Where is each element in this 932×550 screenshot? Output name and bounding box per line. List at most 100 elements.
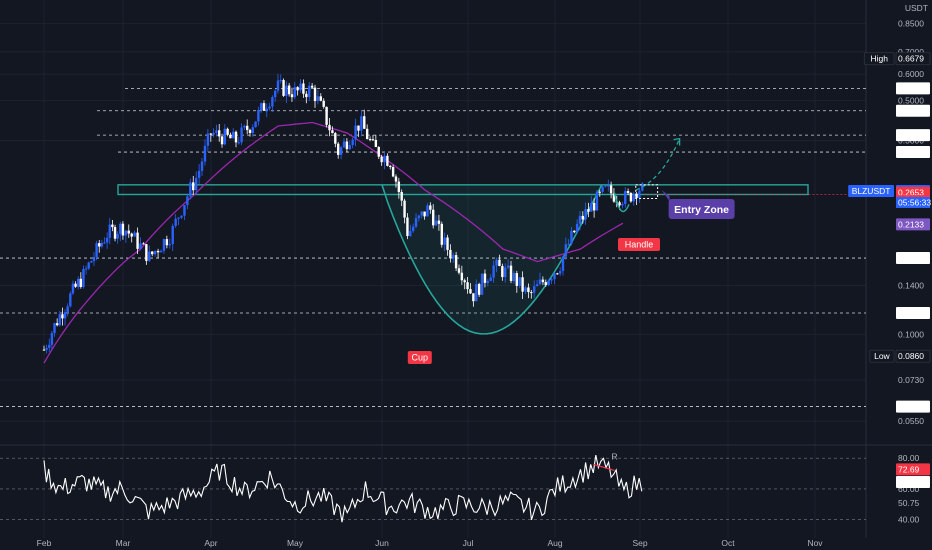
candle-up <box>383 155 386 163</box>
price-tag-2: 0.4664 <box>896 104 930 117</box>
candle-up <box>506 265 510 268</box>
candle-down <box>302 83 305 94</box>
candle-up <box>578 215 582 224</box>
candle-down <box>429 205 432 210</box>
candle-up <box>584 209 587 220</box>
candle-up <box>601 186 604 192</box>
candle-down <box>136 232 139 249</box>
candle-down <box>156 250 160 253</box>
candle-down <box>296 87 299 91</box>
candle-up <box>308 85 311 98</box>
cup-fill <box>382 184 602 334</box>
candle-up <box>251 127 254 134</box>
candle-up <box>95 243 98 258</box>
candle-up <box>124 230 128 236</box>
price-tag-bg <box>895 52 931 66</box>
rsi-tick-0: 80.00 <box>898 453 920 463</box>
candle-down <box>305 93 308 98</box>
price-tag-bg <box>896 129 930 142</box>
candle-down <box>449 249 452 259</box>
projection-arrowhead <box>673 137 681 146</box>
handle-label-bg <box>618 238 660 251</box>
candle-down <box>328 124 331 131</box>
candle-down <box>515 273 519 286</box>
price-tag-0: 0.6679 High <box>863 52 931 66</box>
candle-up <box>58 314 61 326</box>
candle-down <box>113 227 117 239</box>
candle-up <box>159 250 163 253</box>
candle-up <box>351 139 354 146</box>
price-tag-label: BLZUSDT <box>852 186 891 196</box>
candle-down <box>432 209 435 226</box>
candle-up <box>105 237 109 243</box>
candle-up <box>133 232 136 237</box>
candle-up <box>342 141 346 148</box>
candle-up <box>50 333 54 345</box>
price-tick-8: 0.0550 <box>898 416 924 426</box>
candle-up <box>538 279 542 285</box>
price-tag-11: 0.0860 Low <box>869 349 931 363</box>
candle-up <box>223 128 227 145</box>
price-tag-value: 0.4664 <box>898 106 924 116</box>
rsi-divergence-line <box>593 463 615 472</box>
price-tag-label: Low <box>874 351 890 361</box>
candle-down <box>319 96 323 101</box>
candle-up <box>180 215 183 218</box>
candle-up <box>100 242 104 247</box>
candle-up <box>63 312 67 319</box>
candle-down <box>544 282 547 286</box>
price-tag-1: 0.5442 <box>896 82 930 95</box>
price-axis: USDT0.85000.70000.60000.50000.38000.1400… <box>848 3 931 426</box>
candle-up <box>339 147 343 155</box>
candle-down <box>598 191 601 193</box>
price-tag-value: 0.2653 <box>898 188 924 198</box>
candle-up <box>153 250 157 255</box>
candle-down <box>454 255 458 269</box>
rsi-tag-0: 72.69 <box>898 464 920 474</box>
candle-down <box>98 243 101 247</box>
candle-up <box>621 203 624 206</box>
candle-up <box>492 265 495 278</box>
candle-up <box>475 284 478 302</box>
candle-down <box>389 165 392 168</box>
price-tick-0: 0.8500 <box>898 19 924 29</box>
candle-down <box>483 273 487 283</box>
candle-down <box>234 131 238 143</box>
month-label-mar: Mar <box>116 538 131 548</box>
price-tag-bg <box>896 82 930 95</box>
candle-up <box>271 97 274 107</box>
candle-up <box>567 243 570 245</box>
candle-up <box>183 205 186 216</box>
candle-down <box>457 268 461 273</box>
candle-down <box>612 193 616 202</box>
candle-up <box>553 273 556 280</box>
price-tag-value: 0.0608 <box>898 402 924 412</box>
candle-up <box>360 116 363 131</box>
candle-down <box>397 181 401 193</box>
candle-down <box>74 283 77 287</box>
price-tag-value: 0.6679 <box>898 54 924 64</box>
month-label-aug: Aug <box>547 538 562 548</box>
candle-down <box>365 128 369 139</box>
cup-label-text: Cup <box>412 353 429 363</box>
candle-up <box>168 244 171 246</box>
candle-up <box>570 230 573 244</box>
candle-down <box>371 139 375 141</box>
candle-up <box>632 193 635 202</box>
candle-down <box>498 259 501 267</box>
price-tag-label-bg <box>863 52 895 66</box>
candle-down <box>573 230 576 233</box>
rsi-tag-1: 64.48 <box>898 477 920 487</box>
price-tag-bg <box>896 307 930 320</box>
candle-down <box>310 85 314 88</box>
candle-down <box>220 136 224 145</box>
candle-up <box>174 218 177 226</box>
candle-up <box>148 251 151 261</box>
candle-up <box>92 257 96 262</box>
candle-up <box>547 280 550 286</box>
candle-up <box>189 182 192 197</box>
time-axis: Feb Mar Apr May Jun Jul Aug Sep Oct Nov <box>37 538 824 548</box>
candle-up <box>139 243 142 249</box>
